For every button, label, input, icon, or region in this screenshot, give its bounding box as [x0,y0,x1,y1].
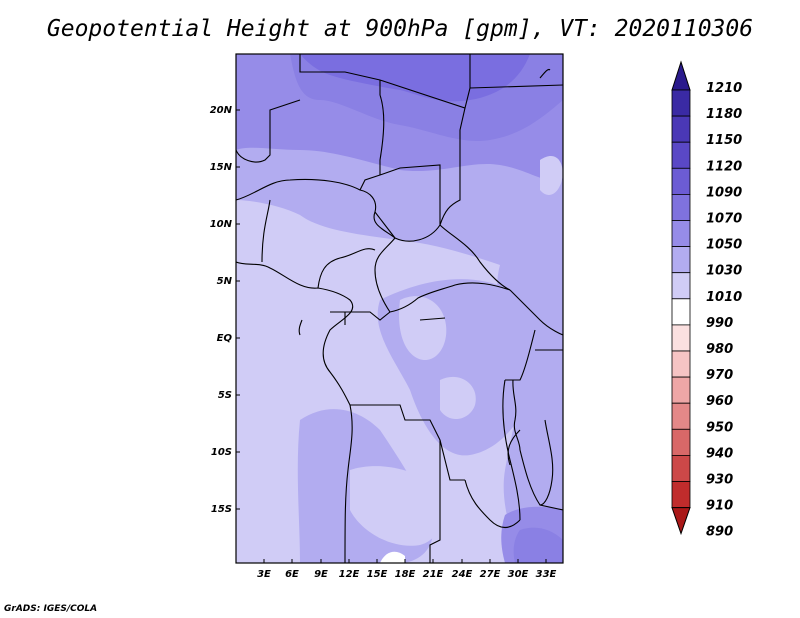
colorbar-swatch [671,481,691,509]
colorbar-label: 1090 [706,185,742,200]
colorbar-swatch [671,272,691,300]
colorbar-label: 980 [706,342,733,357]
country-borders [236,54,563,563]
colorbar-label: 930 [706,473,733,488]
colorbar-label: 890 [706,525,733,540]
colorbar-swatch [671,428,691,456]
colorbar-label: 1180 [706,107,742,122]
colorbar-swatch [671,141,691,169]
lat-axis: 20N 15N 10N 5N EQ 5S 10S 15S [210,105,240,515]
colorbar-swatch [671,376,691,404]
lat-tick-label: 15S [211,504,232,515]
colorbar-label: 1010 [706,290,742,305]
map-frame [235,53,564,564]
colorbar-swatch [671,115,691,143]
colorbar-swatch [671,167,691,195]
colorbar-label: 950 [706,420,733,435]
colorbar-label: 990 [706,316,733,331]
lat-tick-label: 10N [210,219,233,230]
colorbar-label: 910 [706,499,733,514]
colorbar: 1210 1180 1150 1120 1090 1070 1050 1030 1010 990 9… [671,60,742,540]
lon-tick-label: 27E [480,569,501,580]
lat-tick-label: 5S [218,390,232,401]
colorbar-label: 1150 [706,133,742,148]
lat-tick-label: 5N [217,276,233,287]
colorbar-label: 960 [706,394,733,409]
lat-tick-label: EQ [217,333,233,344]
lon-tick-label: 12E [339,569,360,580]
colorbar-label: 1120 [706,159,742,174]
colorbar-swatch [671,246,691,274]
colorbar-swatch [671,402,691,430]
lat-tick-label: 15N [210,162,233,173]
lon-tick-label: 3E [257,569,271,580]
map-title: Geopotential Height at 900hPa [gpm], VT:… [46,16,754,42]
colorbar-label: 940 [706,446,733,461]
lon-tick-label: 21E [423,569,444,580]
colorbar-bottom-arrow [671,507,691,536]
lon-axis: 3E 6E 9E 12E 15E 18E 21E 24E 27E 30E 33E [257,559,557,580]
colorbar-swatch [671,89,691,117]
lon-tick-label: 24E [452,569,473,580]
lon-tick-label: 9E [314,569,328,580]
colorbar-label: 1210 [706,81,742,96]
colorbar-label: 1050 [706,238,742,253]
colorbar-label: 970 [706,368,733,383]
lat-tick-label: 20N [210,105,233,116]
colorbar-label: 1070 [706,212,742,227]
lon-tick-label: 6E [285,569,299,580]
lon-tick-label: 33E [536,569,557,580]
height-field [236,54,563,563]
colorbar-swatch [671,324,691,352]
colorbar-swatch [671,298,691,326]
lon-tick-label: 30E [508,569,529,580]
colorbar-swatch [671,220,691,248]
colorbar-top-arrow [671,60,691,91]
colorbar-swatch [671,350,691,378]
colorbar-label: 1030 [706,264,742,279]
lon-tick-label: 18E [395,569,416,580]
colorbar-swatch [671,454,691,482]
lat-tick-label: 10S [211,447,232,458]
colorbar-swatch [671,193,691,221]
credit-label: GrADS: IGES/COLA [4,604,98,614]
lon-tick-label: 15E [367,569,388,580]
